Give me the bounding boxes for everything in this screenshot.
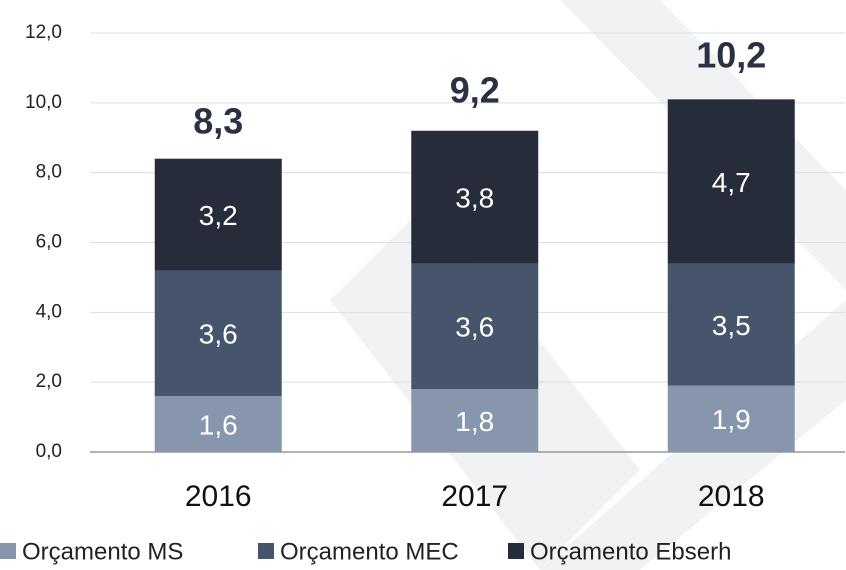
bar-segment (411, 263, 539, 390)
y-tick-label: 4,0 (36, 301, 62, 322)
data-label: 4,7 (712, 167, 751, 198)
legend-swatch (258, 543, 274, 559)
y-tick-label: 0,0 (36, 441, 62, 462)
legend-swatch (508, 543, 524, 559)
data-label: 3,5 (712, 310, 751, 341)
bar-segment (154, 396, 282, 452)
y-tick-label: 6,0 (36, 232, 62, 253)
bar-segment (667, 263, 795, 386)
bar-segment (154, 158, 282, 271)
x-tick-label: 2018 (698, 480, 765, 513)
y-tick-label: 12,0 (25, 22, 62, 43)
bar-segment (154, 270, 282, 397)
legend-swatch (0, 543, 16, 559)
y-tick-label: 8,0 (36, 162, 62, 183)
total-label: 8,3 (193, 101, 243, 142)
data-label: 3,8 (455, 182, 494, 213)
data-label: 1,8 (455, 406, 494, 437)
legend-label: Orçamento MEC (280, 538, 459, 565)
data-label: 3,6 (199, 319, 238, 350)
data-label: 3,2 (199, 200, 238, 231)
bar-segment (411, 130, 539, 264)
bar-segment (411, 389, 539, 452)
legend-label: Orçamento MS (22, 538, 183, 565)
total-label: 9,2 (450, 69, 500, 110)
y-tick-label: 2,0 (36, 371, 62, 392)
bar-segment (667, 99, 795, 264)
y-tick-label: 10,0 (25, 92, 62, 113)
x-tick-label: 2016 (185, 480, 252, 513)
data-label: 1,9 (712, 404, 751, 435)
total-label: 10,2 (696, 34, 766, 75)
legend-label: Orçamento Ebserh (530, 538, 731, 565)
data-label: 1,6 (199, 409, 238, 440)
x-tick-label: 2017 (441, 480, 508, 513)
data-label: 3,6 (455, 312, 494, 343)
bar-segment (667, 385, 795, 452)
